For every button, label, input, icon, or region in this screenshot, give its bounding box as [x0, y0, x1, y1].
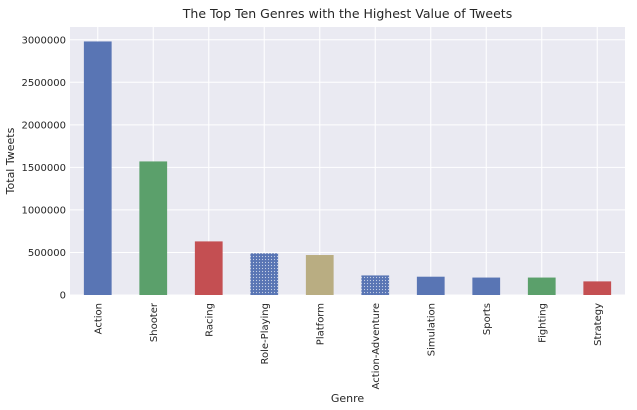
bar-role-playing — [250, 253, 279, 295]
bar-platform — [305, 255, 334, 295]
bar-strategy — [583, 281, 612, 295]
y-tick-label: 2000000 — [21, 120, 66, 131]
y-tick-label: 2500000 — [21, 78, 66, 89]
bar-simulation — [416, 276, 445, 295]
bar-action — [83, 41, 112, 295]
y-axis-label: Total Tweets — [4, 127, 17, 195]
x-tick-label: Role-Playing — [260, 303, 271, 364]
bars — [83, 41, 612, 295]
x-tick-label: Simulation — [426, 303, 437, 356]
x-axis-ticks: Action Shooter Racing Role-Playing Platform A… — [93, 302, 604, 389]
x-tick-label: Platform — [315, 303, 326, 345]
x-tick-label: Racing — [204, 303, 215, 337]
y-tick-label: 500000 — [28, 248, 66, 259]
bar-racing — [194, 241, 223, 295]
y-tick-label: 0 — [60, 291, 66, 302]
x-tick-label: Sports — [482, 303, 493, 335]
chart-title: The Top Ten Genres with the Highest Valu… — [182, 6, 512, 21]
x-tick-label: Action-Adventure — [371, 303, 382, 389]
y-tick-label: 3000000 — [21, 35, 66, 46]
bar-action-adventure — [361, 275, 390, 295]
x-tick-label: Shooter — [149, 302, 160, 342]
y-axis-ticks: 0 500000 1000000 1500000 2000000 2500000 30000… — [21, 35, 66, 301]
y-tick-label: 1000000 — [21, 205, 66, 216]
bar-sports — [472, 277, 501, 295]
bar-shooter — [139, 161, 168, 295]
bar-fighting — [527, 277, 556, 295]
x-tick-label: Action — [93, 303, 104, 334]
x-tick-label: Fighting — [537, 303, 548, 343]
x-tick-label: Strategy — [593, 303, 604, 346]
x-axis-label: Genre — [331, 392, 365, 405]
y-tick-label: 1500000 — [21, 163, 66, 174]
